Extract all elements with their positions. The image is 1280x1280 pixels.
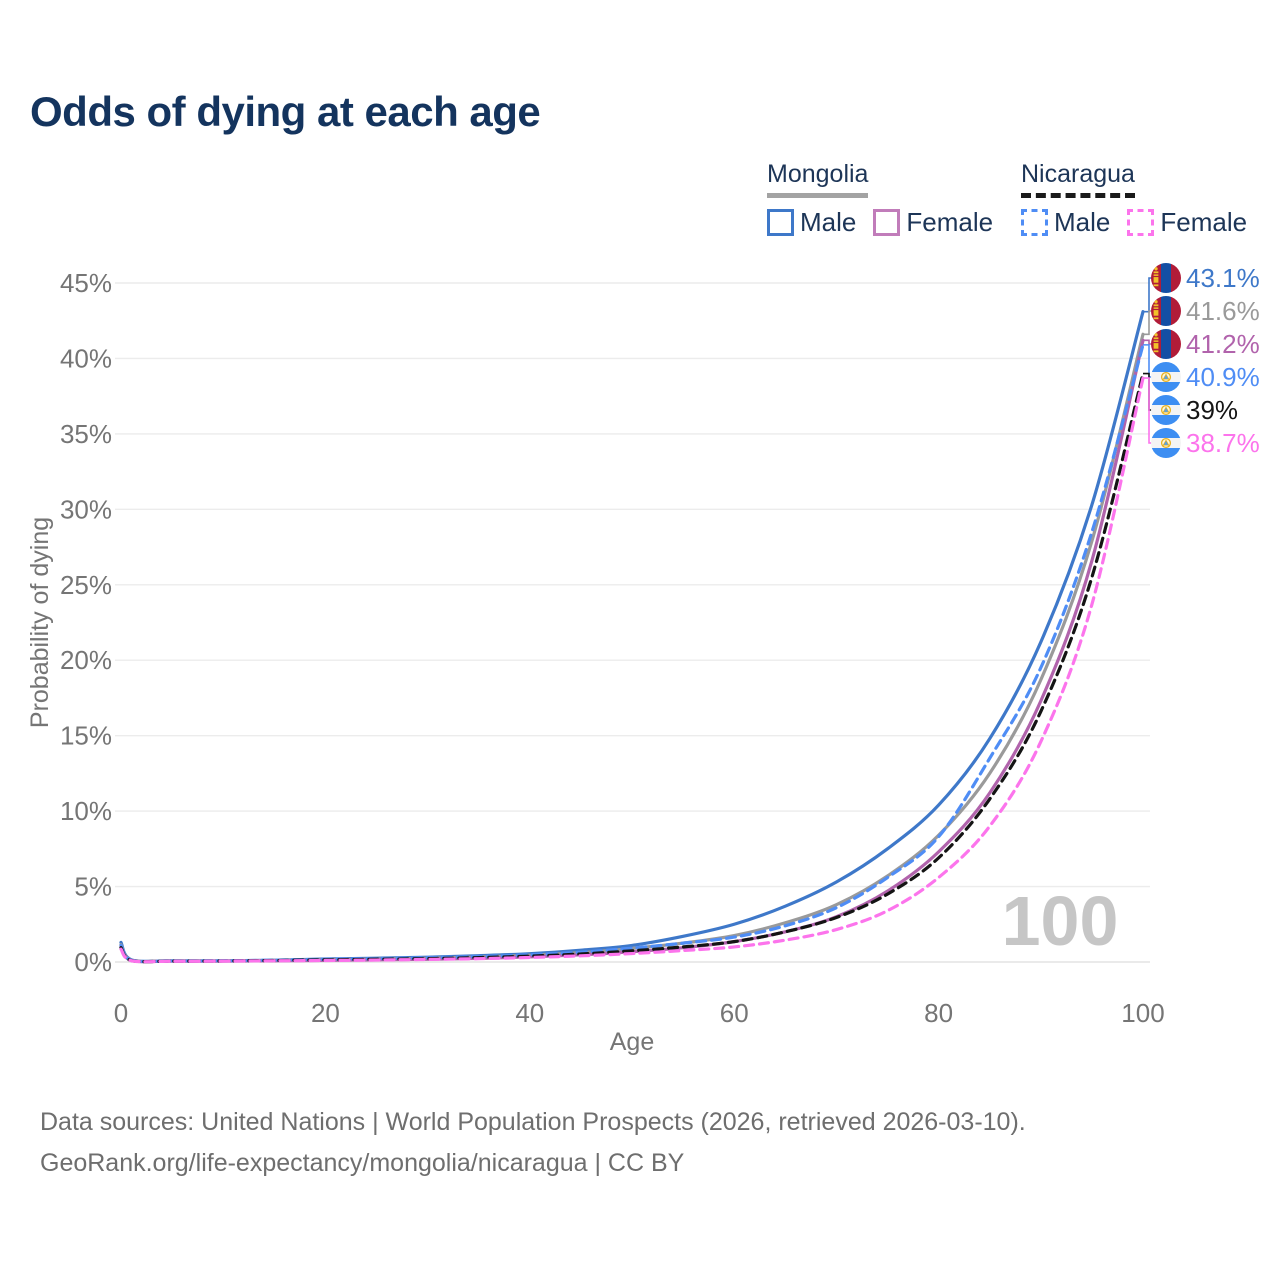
- nicaragua-flag-icon: [1151, 362, 1181, 392]
- chart-line-nicaragua[interactable]: [119, 371, 1145, 964]
- x-tick-label: 40: [515, 998, 544, 1028]
- y-tick-label: 30%: [60, 494, 112, 524]
- x-tick-label: 20: [311, 998, 340, 1028]
- y-tick-label: 10%: [60, 796, 112, 826]
- legend-items-mongolia: Male Female: [767, 207, 993, 238]
- mongolia-flag-icon: [1151, 296, 1181, 326]
- legend-item-mongolia-female[interactable]: Female: [873, 207, 993, 238]
- y-tick-label: 20%: [60, 645, 112, 675]
- legend-item-mongolia-male[interactable]: Male: [767, 207, 856, 238]
- legend-label: Female: [906, 207, 994, 237]
- end-value-label: 40.9%: [1186, 362, 1260, 392]
- mongolia-flag-icon: [1151, 263, 1181, 293]
- x-axis-title: Age: [610, 1028, 654, 1056]
- y-tick-label: 15%: [60, 721, 112, 751]
- page-title: Odds of dying at each age: [30, 88, 541, 135]
- y-tick-label: 40%: [60, 343, 112, 373]
- legend-group-mongolia: Mongolia Male Female: [767, 160, 993, 238]
- y-tick-label: 45%: [60, 268, 112, 298]
- y-tick-label: 5%: [74, 872, 112, 902]
- mongolia-male-swatch-icon[interactable]: [767, 209, 794, 236]
- legend-group-nicaragua: Nicaragua Male Female: [1021, 160, 1247, 238]
- age-watermark: 100: [1002, 882, 1119, 960]
- legend-label: Male: [1054, 207, 1111, 237]
- legend-items-nicaragua: Male Female: [1021, 207, 1247, 238]
- end-value-label: 43.1%: [1186, 263, 1260, 293]
- nicaragua-flag-icon: [1151, 428, 1181, 458]
- legend-label: Male: [800, 207, 857, 237]
- nicaragua-male-swatch-icon[interactable]: [1021, 209, 1048, 236]
- x-tick-label: 60: [720, 998, 749, 1028]
- end-value-label: 41.2%: [1186, 329, 1260, 359]
- y-tick-label: 25%: [60, 570, 112, 600]
- legend-country-mongolia: Mongolia: [767, 160, 869, 198]
- end-label-leader: [1143, 344, 1153, 378]
- chart-line-nicaragua-male[interactable]: [119, 343, 1145, 964]
- end-value-label: 41.6%: [1186, 296, 1260, 326]
- x-tick-label: 80: [924, 998, 953, 1028]
- end-value-label: 38.7%: [1186, 428, 1260, 458]
- mongolia-female-swatch-icon[interactable]: [873, 209, 901, 236]
- x-tick-label: 100: [1121, 998, 1164, 1028]
- y-tick-label: 0%: [74, 947, 112, 977]
- chart-line-nicaragua-female[interactable]: [119, 376, 1145, 964]
- chart-line-mongolia-male[interactable]: [119, 310, 1145, 963]
- nicaragua-flag-icon: [1151, 395, 1181, 425]
- data-sources-text: Data sources: United Nations | World Pop…: [40, 1108, 1026, 1136]
- y-axis-title: Probability of dying: [26, 517, 54, 728]
- legend-country-nicaragua: Nicaragua: [1021, 160, 1135, 198]
- legend-item-nicaragua-male[interactable]: Male: [1021, 207, 1110, 238]
- mongolia-flag-icon: [1151, 329, 1181, 359]
- y-tick-label: 35%: [60, 419, 112, 449]
- nicaragua-female-swatch-icon[interactable]: [1127, 209, 1155, 236]
- legend-label: Female: [1160, 207, 1248, 237]
- legend-item-nicaragua-female[interactable]: Female: [1127, 207, 1247, 238]
- chart-line-mongolia[interactable]: [119, 332, 1145, 964]
- end-value-label: 39%: [1186, 395, 1238, 425]
- attribution-text: GeoRank.org/life-expectancy/mongolia/nic…: [40, 1149, 685, 1177]
- x-tick-label: 0: [114, 998, 128, 1028]
